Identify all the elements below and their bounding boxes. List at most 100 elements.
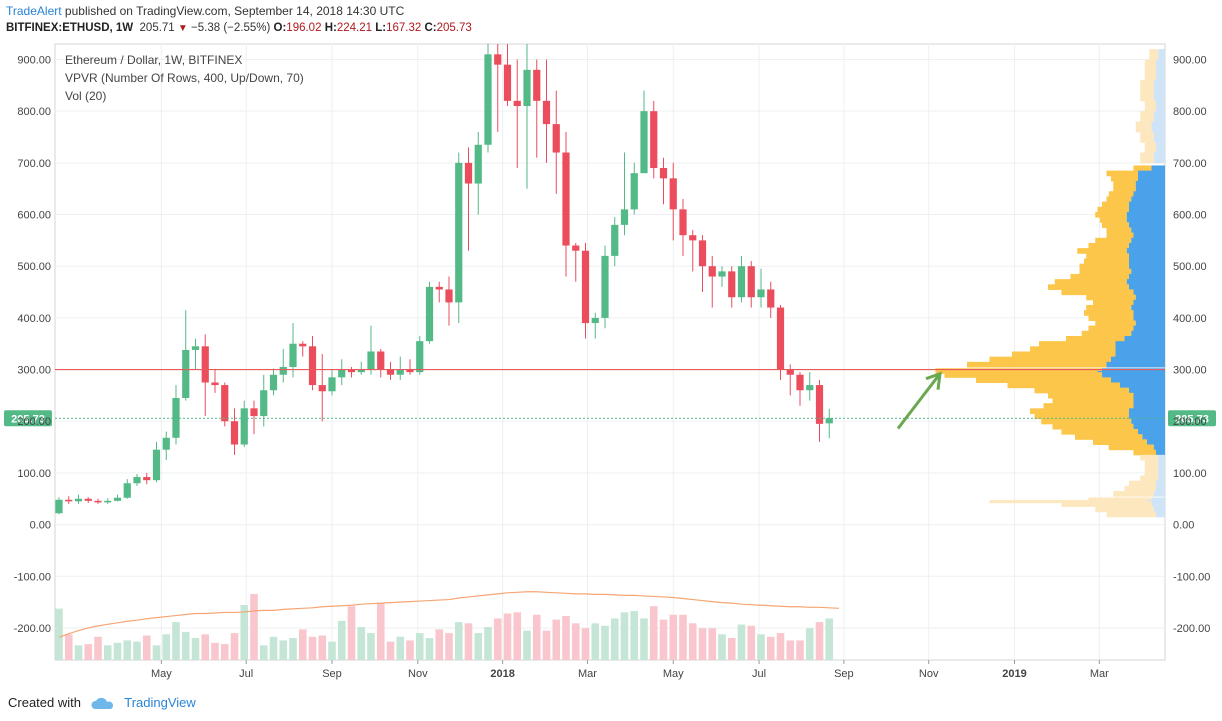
vpvr-sell-row	[1039, 341, 1116, 347]
price-tag-left	[4, 410, 52, 427]
candle-body	[230, 421, 239, 445]
candle-body	[201, 346, 209, 383]
candle-body	[630, 173, 638, 210]
volume-bar	[825, 618, 834, 660]
candle-body	[542, 100, 551, 125]
vpvr-sell-row	[1088, 242, 1129, 249]
vpvr-sell-row	[967, 361, 1107, 368]
vpvr-buy-row	[1153, 131, 1165, 143]
candle-body	[572, 245, 580, 251]
y-tick-left: 200.00	[17, 416, 51, 428]
vpvr-buy-row	[1129, 284, 1165, 290]
vpvr-sell-row	[1140, 90, 1154, 102]
close-label: C:	[424, 22, 437, 34]
vpvr-sell-row	[1140, 454, 1159, 461]
vpvr-buy-row	[1156, 59, 1165, 71]
publisher-link[interactable]: TradeAlert	[6, 4, 62, 18]
vpvr-sell-row	[1133, 165, 1152, 172]
vpvr-buy-row	[1158, 460, 1165, 466]
vpvr-buy-row	[1131, 418, 1165, 425]
vpvr-sell-row	[1113, 491, 1154, 497]
candle-body	[328, 377, 336, 392]
vpvr-buy-row	[1147, 439, 1165, 446]
vpvr-sell-row	[1149, 49, 1159, 61]
vpvr-buy-row	[1102, 372, 1165, 378]
candle-body	[776, 307, 785, 370]
candle-body	[240, 408, 248, 445]
vpvr-buy-row	[1156, 485, 1165, 492]
vpvr-buy-row	[1129, 222, 1165, 228]
vpvr-buy-row	[1138, 175, 1165, 182]
candle-body	[318, 385, 326, 392]
volume-bar	[708, 628, 717, 660]
volume-bar	[230, 633, 239, 660]
volume-bar	[328, 641, 336, 660]
vpvr-buy-row	[1131, 268, 1165, 275]
vpvr-buy-row	[1153, 152, 1165, 164]
candle-body	[211, 382, 219, 386]
candle-body	[786, 369, 794, 375]
volume-bar	[474, 633, 483, 660]
chart-overlay: 205.73 205.73	[4, 368, 1216, 430]
vpvr-sell-row	[1133, 449, 1156, 456]
candle-body	[747, 266, 755, 298]
candle-body	[601, 255, 609, 318]
vpvr-sell-row	[1144, 100, 1156, 112]
candle-body	[679, 209, 687, 236]
candle-body	[65, 499, 73, 502]
candle-body	[182, 349, 190, 398]
vpvr-buy-row	[1129, 242, 1165, 249]
candle-body	[289, 343, 297, 367]
candle-body	[494, 54, 502, 65]
y-tick-left: 300.00	[17, 365, 51, 377]
vpvr-sell-row	[1061, 289, 1134, 296]
vpvr-buy-row	[1158, 475, 1165, 482]
y-tick-right: 0.00	[1173, 520, 1194, 532]
vpvr-sell-row	[1140, 131, 1154, 143]
volume-bar	[513, 612, 522, 660]
vpvr-sell-row	[1034, 413, 1129, 420]
volume-bar	[181, 631, 190, 660]
volume-bar	[610, 618, 619, 660]
volume-bar	[94, 636, 102, 660]
candle-body	[74, 498, 83, 502]
chart-grid	[54, 43, 1166, 661]
vpvr-sell-row	[1041, 418, 1132, 425]
low-value: 167.32	[386, 22, 422, 34]
vpvr-sell-row	[989, 356, 1111, 363]
vpvr-sell-row	[1111, 175, 1138, 182]
candle-body	[162, 437, 170, 450]
y-tick-right: 700.00	[1173, 158, 1207, 170]
candle-body	[796, 374, 804, 391]
volume-bar	[757, 634, 765, 660]
volume-bar	[523, 630, 531, 660]
volume-bar	[571, 623, 580, 660]
close-value: 205.73	[436, 22, 472, 34]
tradingview-link[interactable]: TradingView	[124, 695, 196, 710]
volume-bar	[649, 606, 658, 660]
candle-body	[191, 346, 200, 350]
x-tick-label: Sep	[834, 668, 854, 680]
vpvr-buy-row	[1115, 346, 1165, 352]
vpvr-buy-row	[1133, 392, 1165, 399]
candle-body	[338, 369, 346, 378]
vpvr-buy-row	[1158, 465, 1165, 471]
candle-body	[464, 162, 473, 184]
candle-body	[104, 500, 112, 503]
volume-bar	[367, 633, 375, 660]
candle-body	[562, 152, 570, 246]
candle-body	[718, 271, 726, 277]
vpvr-buy-row	[1135, 320, 1165, 327]
candle-body	[347, 369, 356, 373]
volume-ma-line	[58, 591, 840, 638]
vpvr-sell-row	[1093, 439, 1147, 446]
vpvr-sell-row	[1106, 196, 1132, 203]
volume-bar	[162, 634, 171, 660]
vpvr-buy-row	[1106, 361, 1165, 368]
volume-bar	[142, 635, 151, 660]
x-tick-label: Nov	[919, 668, 939, 680]
vpvr-sell-row	[1144, 460, 1159, 466]
vpvr-sell-row	[1048, 284, 1129, 290]
candle-body	[737, 266, 746, 298]
